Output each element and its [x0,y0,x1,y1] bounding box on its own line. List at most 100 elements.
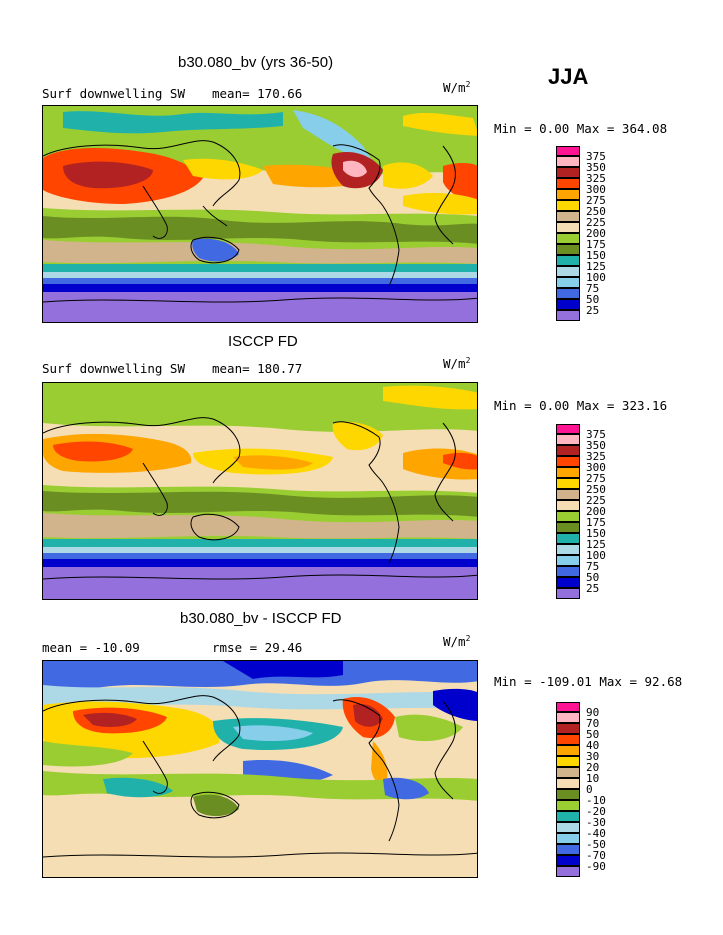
panel-2-variable-label: Surf downwelling SW [42,361,185,376]
legend-swatch [556,866,580,877]
legend-label: 175 [586,238,606,251]
legend-label: 225 [586,216,606,229]
legend-swatch [556,222,580,233]
panel-2-units: W/m2 [443,356,471,372]
legend-label: 25 [586,582,600,595]
panel-2-title: ISCCP FD [228,333,298,350]
legend-swatch [556,478,580,489]
legend-label: 50 [586,728,600,741]
legend-swatch [556,146,580,156]
legend-swatch [556,211,580,222]
legend-swatch [556,277,580,288]
legend-label: 10 [586,772,600,785]
legend-label: 40 [586,739,600,752]
legend-swatch [556,566,580,577]
legend-swatch [556,822,580,833]
legend-swatch [556,756,580,767]
legend-swatch [556,745,580,756]
legend-label: 225 [586,494,606,507]
legend-label: 325 [586,450,606,463]
legend-label: 375 [586,150,606,163]
legend-label: -70 [586,849,606,862]
panel-3-map [42,660,478,878]
legend-label: -50 [586,838,606,851]
legend-swatch [556,800,580,811]
legend-swatch [556,233,580,244]
legend-label: 125 [586,260,606,273]
legend-swatch [556,200,580,211]
legend-label: 0 [586,783,593,796]
legend-swatch [556,167,580,178]
legend-label: 250 [586,483,606,496]
legend-label: 25 [586,304,600,317]
legend-swatch [556,533,580,544]
panel-1-units: W/m2 [443,80,471,96]
legend-label: 300 [586,183,606,196]
legend-swatch [556,299,580,310]
legend-swatch [556,555,580,566]
legend-label: 150 [586,249,606,262]
legend-label: 70 [586,717,600,730]
legend-label: 30 [586,750,600,763]
legend-label: 300 [586,461,606,474]
legend-swatch [556,456,580,467]
legend-label: 100 [586,271,606,284]
legend-label: 200 [586,227,606,240]
legend-label: 350 [586,439,606,452]
legend-label: 375 [586,428,606,441]
legend-swatch [556,522,580,533]
legend-label: 150 [586,527,606,540]
legend-swatch [556,588,580,599]
legend-label: 75 [586,560,600,573]
panel-1-mean-label: mean= 170.66 [212,86,303,101]
legend-swatch [556,833,580,844]
panel-1-variable-label: Surf downwelling SW [42,86,185,101]
legend-label: 275 [586,194,606,207]
panel-1-title: b30.080_bv (yrs 36-50) [178,54,334,71]
legend-label: 250 [586,205,606,218]
panel-3-minmax: Min = -109.01 Max = 92.68 [494,674,683,689]
legend-label: 75 [586,282,600,295]
legend-swatch [556,255,580,266]
legend-label: 275 [586,472,606,485]
legend-swatch [556,734,580,745]
legend-swatch [556,288,580,299]
legend-label: 50 [586,571,600,584]
legend-label: 50 [586,293,600,306]
legend-swatch [556,844,580,855]
legend-swatch [556,723,580,734]
panel-2-minmax: Min = 0.00 Max = 323.16 [494,398,668,413]
legend-swatch [556,855,580,866]
legend-swatch [556,266,580,277]
season-label: JJA [548,64,589,89]
panel-2-map [42,382,478,600]
legend-swatch [556,767,580,778]
legend-swatch [556,467,580,478]
legend-swatch [556,310,580,321]
legend-swatch [556,445,580,456]
panel-3-mean-label: mean = -10.09 [42,640,140,655]
legend-label: 325 [586,172,606,185]
panel-1-minmax: Min = 0.00 Max = 364.08 [494,121,668,136]
legend-swatch [556,778,580,789]
legend-label: 100 [586,549,606,562]
panel-1-map [42,105,478,323]
legend-label: 200 [586,505,606,518]
legend-swatch [556,577,580,588]
panel-2-mean-label: mean= 180.77 [212,361,303,376]
panel-3-rmse-label: rmse = 29.46 [212,640,303,655]
legend-label: -90 [586,860,606,873]
legend-label: 20 [586,761,600,774]
legend-label: -40 [586,827,606,840]
legend-swatch [556,500,580,511]
legend-label: -20 [586,805,606,818]
legend-label: 175 [586,516,606,529]
legend-swatch [556,189,580,200]
legend-swatch [556,789,580,800]
legend-swatch [556,434,580,445]
panel-3-units: W/m2 [443,634,471,650]
legend-swatch [556,156,580,167]
legend-swatch [556,244,580,255]
legend-label: 90 [586,706,600,719]
legend-swatch [556,511,580,522]
